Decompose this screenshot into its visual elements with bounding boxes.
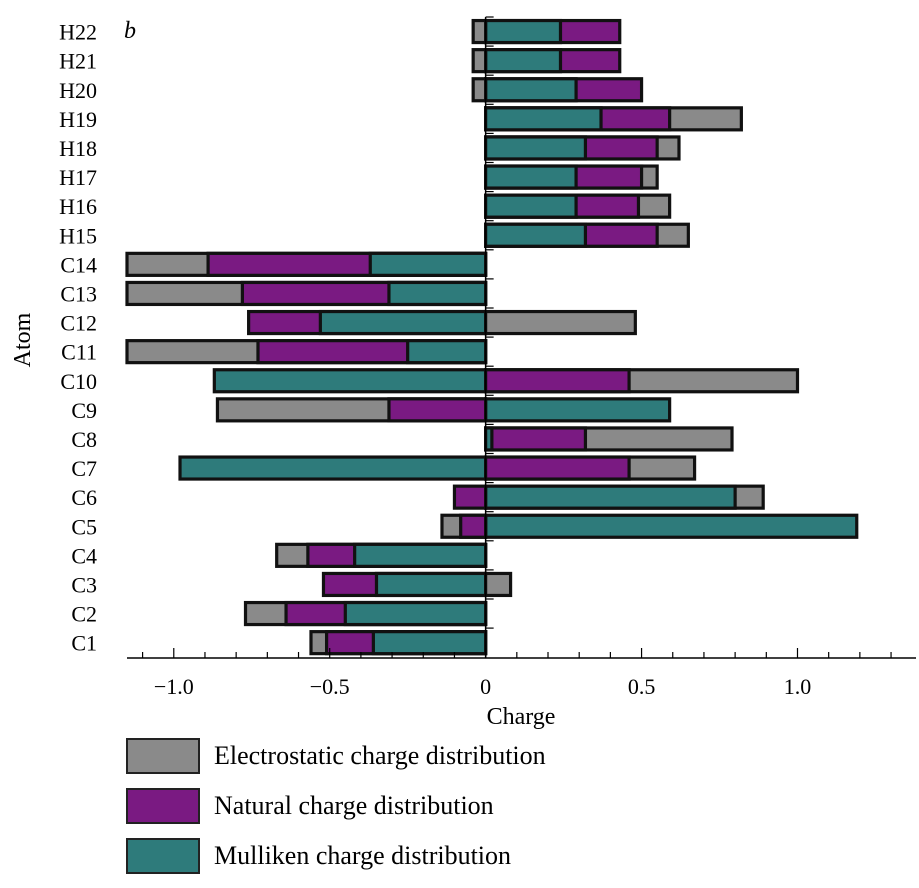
y-tick-label: C9 xyxy=(71,398,97,423)
y-tick-label: C4 xyxy=(71,543,97,568)
bar-h15-series-2 xyxy=(484,222,588,248)
bar-c6-series-1 xyxy=(452,484,488,510)
bar-c9-series-1 xyxy=(387,397,488,423)
bar-h19-series-2 xyxy=(484,106,603,132)
legend-label-mulliken: Mulliken charge distribution xyxy=(214,841,512,870)
x-tick-label: 0 xyxy=(480,674,491,699)
bar-c8-series-1 xyxy=(484,426,588,452)
x-tick-label: 1.0 xyxy=(784,674,812,699)
y-tick-label: H22 xyxy=(59,20,97,45)
bar-c8-series-2 xyxy=(484,426,494,452)
legend-label-natural: Natural charge distribution xyxy=(214,791,494,820)
y-tick-label: C14 xyxy=(60,252,97,277)
bar-c10-series-2 xyxy=(212,368,488,394)
bar-c14-series-2 xyxy=(368,251,488,277)
y-tick-label: C8 xyxy=(71,427,97,452)
bar-h22-series-2 xyxy=(484,18,563,45)
y-tick-label: C10 xyxy=(60,369,97,394)
y-tick-label: C6 xyxy=(71,485,97,510)
axes-group: H22H21H20H19H18H17H16H15C14C13C12C11C10C… xyxy=(59,16,916,699)
legend-swatch-natural xyxy=(126,788,200,824)
legend: Electrostatic charge distribution Natura… xyxy=(126,738,546,888)
charge-distribution-chart: H22H21H20H19H18H17H16H15C14C13C12C11C10C… xyxy=(10,16,916,730)
panel-label: b xyxy=(124,18,136,44)
y-tick-label: H21 xyxy=(59,49,97,74)
legend-label-electrostatic: Electrostatic charge distribution xyxy=(214,741,546,770)
y-tick-label: C1 xyxy=(71,631,97,656)
bar-c6-series-2 xyxy=(484,484,737,510)
legend-item-mulliken: Mulliken charge distribution xyxy=(126,838,546,874)
y-tick-label: C3 xyxy=(71,572,97,597)
y-tick-label: H20 xyxy=(59,78,97,103)
x-tick-label: −0.5 xyxy=(310,674,350,699)
x-tick-label: 0.5 xyxy=(628,674,656,699)
y-tick-label: C7 xyxy=(71,456,97,481)
bar-c5-series-2 xyxy=(484,513,859,539)
y-tick-label: C5 xyxy=(71,514,97,539)
y-tick-label: C11 xyxy=(61,340,97,365)
y-tick-label: C12 xyxy=(60,311,97,336)
bar-h16-series-2 xyxy=(484,193,578,219)
y-axis-title: Atom xyxy=(10,312,36,367)
legend-swatch-mulliken xyxy=(126,838,200,874)
bar-h17-series-2 xyxy=(484,164,578,190)
bar-c1-series-2 xyxy=(371,630,488,656)
bar-c12-series-0 xyxy=(484,309,637,336)
bar-c5-series-1 xyxy=(459,513,488,539)
y-tick-label: H19 xyxy=(59,107,97,132)
bar-h20-series-0 xyxy=(471,77,488,103)
bar-c7-series-2 xyxy=(178,455,488,481)
y-tick-label: C13 xyxy=(60,281,97,306)
bar-c10-series-1 xyxy=(484,368,631,394)
bar-h22-series-0 xyxy=(471,18,488,45)
x-tick-label: −1.0 xyxy=(154,674,194,699)
y-tick-label: C2 xyxy=(71,602,97,627)
bar-c3-series-2 xyxy=(374,571,488,598)
x-axis-title: Charge xyxy=(487,704,556,730)
y-tick-label: H16 xyxy=(59,194,97,219)
bar-c12-series-2 xyxy=(318,309,488,336)
bar-h21-series-0 xyxy=(471,48,488,74)
bar-c7-series-1 xyxy=(484,455,631,481)
y-tick-label: H18 xyxy=(59,136,97,161)
legend-swatch-electrostatic xyxy=(126,738,200,774)
bar-c4-series-2 xyxy=(353,542,488,568)
bar-c2-series-2 xyxy=(343,600,488,627)
y-tick-label: H17 xyxy=(59,165,97,190)
legend-item-natural: Natural charge distribution xyxy=(126,788,546,824)
bar-h20-series-2 xyxy=(484,77,578,103)
legend-item-electrostatic: Electrostatic charge distribution xyxy=(126,738,546,774)
bar-c9-series-2 xyxy=(484,397,672,423)
y-tick-label: H15 xyxy=(59,223,97,248)
bar-c13-series-2 xyxy=(387,280,488,307)
bar-c3-series-0 xyxy=(484,571,513,598)
bar-h18-series-2 xyxy=(484,135,588,161)
bar-c11-series-2 xyxy=(406,339,488,365)
bar-h21-series-2 xyxy=(484,48,563,74)
